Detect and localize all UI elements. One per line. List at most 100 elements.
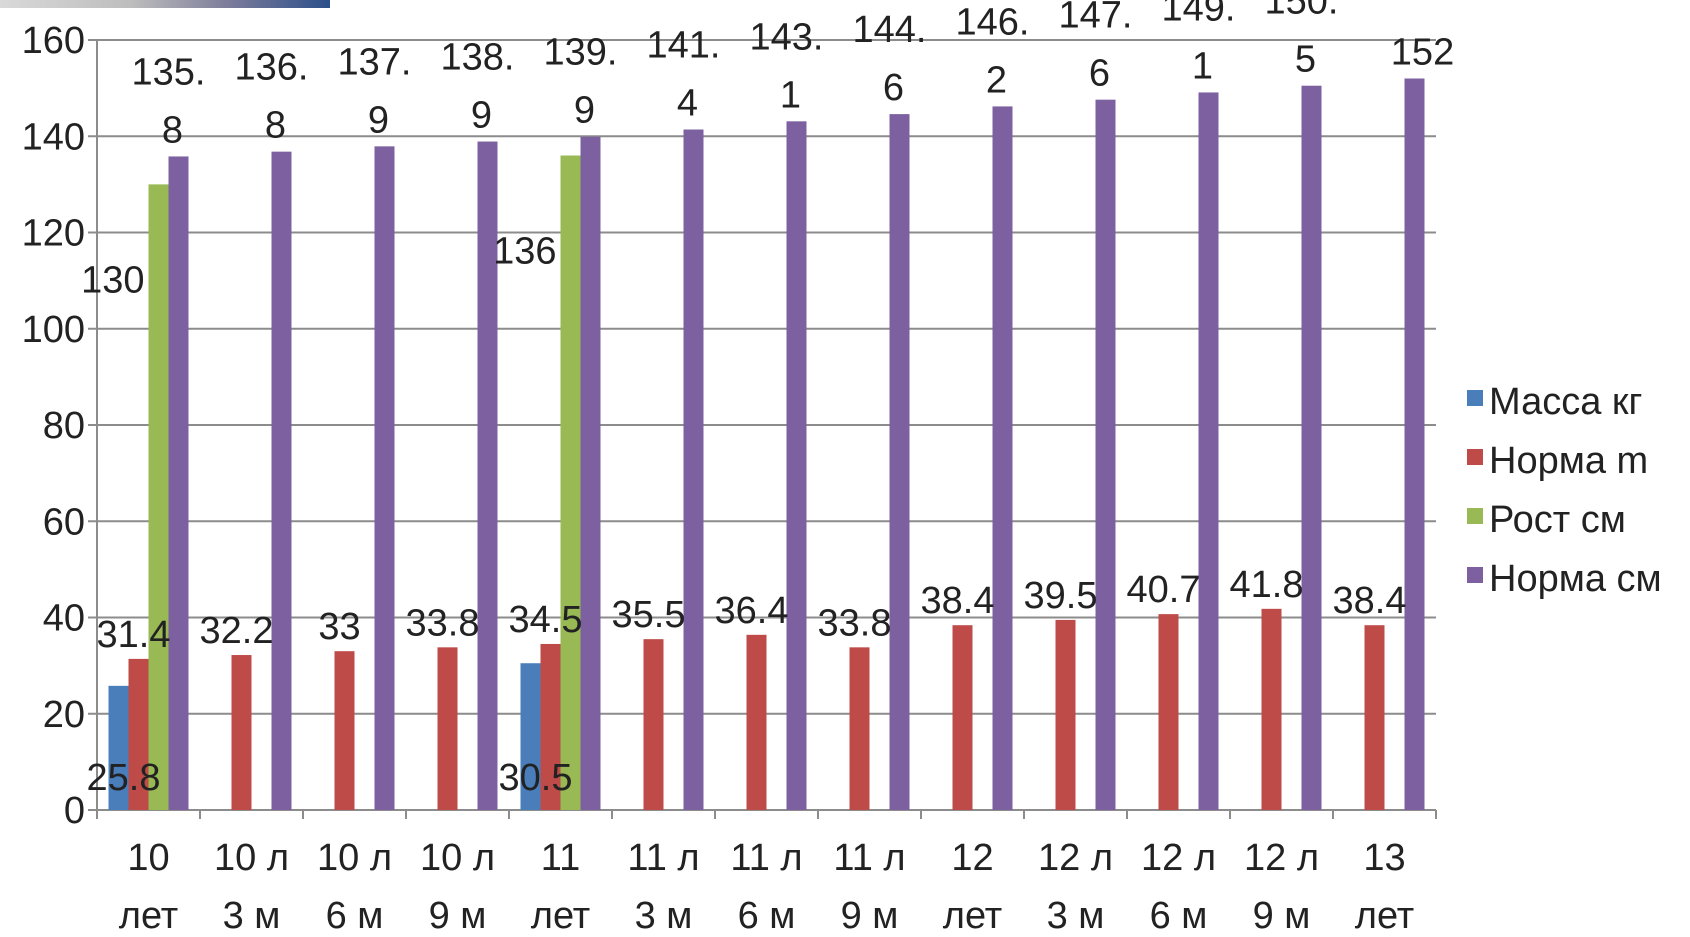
bar-3-1 [271,151,292,810]
y-tick-label: 40 [43,598,85,640]
bar-3-10 [1198,92,1219,811]
y-tick-label: 20 [43,694,85,736]
bar-2-0 [148,184,169,810]
data-label-3-1: 136. [235,47,309,89]
bar-3-9 [1095,99,1116,811]
bar-2-4 [560,155,581,810]
data-label-2-0: 130 [81,259,144,301]
data-label-3-9: 147. [1059,0,1133,37]
data-label-3-11-b: 5 [1295,39,1316,81]
x-tick-label: 13 [1363,837,1405,879]
legend-label-0: Масса кг [1489,381,1642,423]
x-tick-label: 11 л [627,837,699,879]
bar-1-4 [540,643,561,810]
data-label-3-7-b: 6 [883,67,904,109]
bar-1-5 [643,639,664,810]
data-label-1-6: 36.4 [715,590,789,632]
x-tick-label: 9 м [429,895,487,937]
y-tick-label: 60 [43,501,85,543]
legend-label-3: Норма см [1489,558,1662,600]
x-tick-label: лет [531,895,590,937]
bar-3-12 [1404,78,1425,810]
x-tick-label: 6 м [326,895,384,937]
data-label-0-0: 25.8 [87,757,161,799]
data-label-1-3: 33.8 [406,602,480,644]
data-label-1-4: 34.5 [509,599,583,641]
x-tick-label: лет [119,895,178,937]
bar-1-6 [746,634,767,810]
bar-1-8 [952,625,973,810]
legend-label-2: Рост см [1489,499,1626,541]
data-label-3-9-b: 6 [1089,53,1110,95]
data-label-3-4-b: 9 [574,90,595,132]
bar-1-9 [1055,619,1076,810]
bar-3-4 [580,136,601,810]
x-tick-label: 3 м [1047,895,1105,937]
y-tick-label: 160 [22,20,85,62]
data-label-1-7: 33.8 [818,602,892,644]
y-tick-label: 100 [22,309,85,351]
x-tick-label: 10 л [317,837,392,879]
x-tick-label: 12 л [1141,837,1216,879]
bar-3-11 [1301,85,1322,810]
x-tick-label: 11 л [833,837,905,879]
data-label-3-2: 137. [338,41,412,83]
x-tick-label: 11 [541,837,580,879]
bar-1-1 [231,655,252,810]
bar-3-5 [683,129,704,810]
corner-image-fragment [0,0,330,8]
data-label-3-7: 144. [853,9,927,51]
legend-swatch-0 [1467,390,1483,406]
y-tick-label: 0 [64,790,85,832]
x-tick-label: 12 л [1038,837,1113,879]
legend-label-1: Норма m [1489,440,1648,482]
data-label-3-6-b: 1 [780,74,801,116]
x-tick-label: 11 л [730,837,802,879]
bar-3-0 [168,156,189,810]
data-label-1-2: 33 [318,606,360,648]
data-label-3-8: 146. [956,1,1030,43]
y-tick-label: 120 [22,213,85,255]
data-label-3-5-b: 4 [677,83,698,125]
data-label-3-3: 138. [441,37,515,79]
bar-1-10 [1158,614,1179,810]
bar-3-7 [889,114,910,811]
data-label-1-9: 39.5 [1024,575,1098,617]
x-tick-label: 10 [127,837,169,879]
bar-3-8 [992,106,1013,811]
data-label-1-0: 31.4 [97,614,171,656]
x-tick-label: 12 л [1244,837,1319,879]
data-label-1-5: 35.5 [612,594,686,636]
data-label-1-11: 41.8 [1230,564,1304,606]
x-tick-label: 9 м [1253,895,1311,937]
x-tick-label: 3 м [223,895,281,937]
x-tick-label: 9 м [841,895,899,937]
data-label-1-8: 38.4 [921,580,995,622]
legend-swatch-2 [1467,508,1483,524]
legend-swatch-1 [1467,449,1483,465]
data-label-3-1-b: 8 [265,105,286,147]
bar-0-0 [108,685,129,810]
data-label-1-1: 32.2 [200,610,274,652]
x-tick-label: 6 м [1150,895,1208,937]
x-tick-label: 3 м [635,895,693,937]
data-label-1-10: 40.7 [1127,569,1201,611]
data-label-3-6: 143. [750,16,824,58]
data-label-3-10: 149. [1162,0,1236,29]
bar-1-7 [849,647,870,810]
y-tick-label: 140 [22,116,85,158]
data-label-3-3-b: 9 [471,95,492,137]
data-label-3-4: 139. [544,32,618,74]
bar-1-3 [437,647,458,810]
x-tick-label: лет [943,895,1002,937]
data-label-3-0-b: 8 [162,109,183,151]
legend-swatch-3 [1467,567,1483,583]
bar-3-2 [374,146,395,810]
data-label-3-12: 152 [1391,32,1454,74]
data-label-2-4: 136 [493,231,556,273]
data-label-3-8-b: 2 [986,59,1007,101]
x-tick-label: 12 [951,837,993,879]
x-tick-label: 10 л [214,837,289,879]
data-label-3-10-b: 1 [1192,45,1213,87]
